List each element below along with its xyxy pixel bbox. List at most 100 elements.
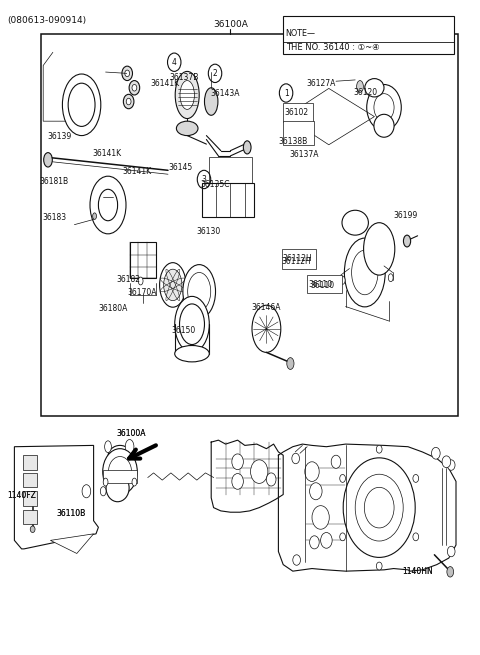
Ellipse shape <box>62 74 101 136</box>
Ellipse shape <box>82 485 91 498</box>
Ellipse shape <box>351 250 378 295</box>
Ellipse shape <box>183 265 216 318</box>
Ellipse shape <box>29 495 36 506</box>
Ellipse shape <box>413 533 419 541</box>
Bar <box>209 157 252 183</box>
Text: 36143A: 36143A <box>210 89 240 98</box>
Ellipse shape <box>123 94 134 109</box>
Text: 36146A: 36146A <box>251 303 280 312</box>
Ellipse shape <box>138 277 143 285</box>
Text: 36135C: 36135C <box>201 180 230 189</box>
Text: 36141K: 36141K <box>92 149 121 159</box>
Ellipse shape <box>266 473 276 486</box>
Text: 36100A: 36100A <box>213 20 248 29</box>
Text: 36102: 36102 <box>284 108 308 117</box>
Ellipse shape <box>340 276 345 284</box>
Bar <box>283 121 314 145</box>
Polygon shape <box>14 445 98 549</box>
Ellipse shape <box>103 478 108 486</box>
Ellipse shape <box>108 445 132 468</box>
Ellipse shape <box>129 81 140 95</box>
Text: 36180A: 36180A <box>98 304 128 313</box>
Ellipse shape <box>106 474 129 502</box>
Ellipse shape <box>132 478 137 486</box>
Ellipse shape <box>98 189 118 221</box>
Polygon shape <box>50 534 94 553</box>
Text: 1140FZ: 1140FZ <box>7 491 36 500</box>
Ellipse shape <box>442 456 451 468</box>
Text: 36145: 36145 <box>168 162 192 172</box>
Ellipse shape <box>403 235 410 247</box>
Ellipse shape <box>188 272 211 310</box>
Ellipse shape <box>125 440 134 454</box>
Text: 36150: 36150 <box>171 326 196 335</box>
Ellipse shape <box>447 546 455 557</box>
Ellipse shape <box>68 83 95 126</box>
Ellipse shape <box>331 455 341 468</box>
Ellipse shape <box>177 121 198 136</box>
Ellipse shape <box>292 453 300 464</box>
Text: 1140FZ: 1140FZ <box>7 491 36 500</box>
Text: (080613-090914): (080613-090914) <box>7 16 86 26</box>
Ellipse shape <box>310 536 319 549</box>
Ellipse shape <box>312 506 329 529</box>
Ellipse shape <box>30 526 35 533</box>
Ellipse shape <box>125 70 130 77</box>
Ellipse shape <box>447 460 455 470</box>
Bar <box>202 183 254 217</box>
Text: THE NO. 36140 : ①~④: THE NO. 36140 : ①~④ <box>286 43 379 52</box>
Text: 36110B: 36110B <box>57 509 86 518</box>
Ellipse shape <box>355 474 403 541</box>
Text: 36181B: 36181B <box>39 177 69 186</box>
Ellipse shape <box>305 462 319 481</box>
Bar <box>23 491 37 506</box>
Ellipse shape <box>310 483 322 500</box>
Polygon shape <box>211 440 283 512</box>
Text: 36100A: 36100A <box>117 429 146 438</box>
Bar <box>23 510 37 524</box>
Text: 3: 3 <box>202 175 206 184</box>
Ellipse shape <box>232 474 243 489</box>
Text: 36137B: 36137B <box>169 73 198 82</box>
Ellipse shape <box>108 457 132 487</box>
Ellipse shape <box>293 555 300 565</box>
Bar <box>103 470 137 483</box>
Text: 36137A: 36137A <box>289 150 318 159</box>
Bar <box>130 242 156 278</box>
Ellipse shape <box>180 304 204 345</box>
Ellipse shape <box>252 305 281 352</box>
Text: 1140HN: 1140HN <box>402 567 433 576</box>
Bar <box>23 455 37 470</box>
Ellipse shape <box>413 474 419 482</box>
Ellipse shape <box>90 176 126 234</box>
Ellipse shape <box>345 238 385 307</box>
Text: 36110B: 36110B <box>57 509 86 518</box>
Bar <box>283 103 313 122</box>
Ellipse shape <box>232 454 243 470</box>
Ellipse shape <box>105 441 111 453</box>
Text: 36170A: 36170A <box>128 288 157 297</box>
Text: 36127A: 36127A <box>306 79 336 88</box>
Polygon shape <box>278 444 456 571</box>
Ellipse shape <box>321 533 332 548</box>
Ellipse shape <box>180 81 194 109</box>
Ellipse shape <box>447 567 454 577</box>
Ellipse shape <box>175 297 209 352</box>
Ellipse shape <box>126 98 131 105</box>
Text: 36138B: 36138B <box>278 137 308 146</box>
Ellipse shape <box>132 84 137 91</box>
Ellipse shape <box>164 269 182 301</box>
Text: 36100A: 36100A <box>117 429 146 438</box>
Text: 4: 4 <box>172 58 177 67</box>
Ellipse shape <box>175 71 199 119</box>
Ellipse shape <box>93 213 96 219</box>
Text: 36199: 36199 <box>394 211 418 220</box>
Ellipse shape <box>340 533 346 541</box>
Text: 36141K: 36141K <box>150 79 180 88</box>
Ellipse shape <box>432 447 440 459</box>
Ellipse shape <box>342 210 369 235</box>
Text: 36183: 36183 <box>42 213 66 222</box>
Text: 36110: 36110 <box>308 280 332 289</box>
Ellipse shape <box>204 88 218 115</box>
Bar <box>41 34 458 416</box>
